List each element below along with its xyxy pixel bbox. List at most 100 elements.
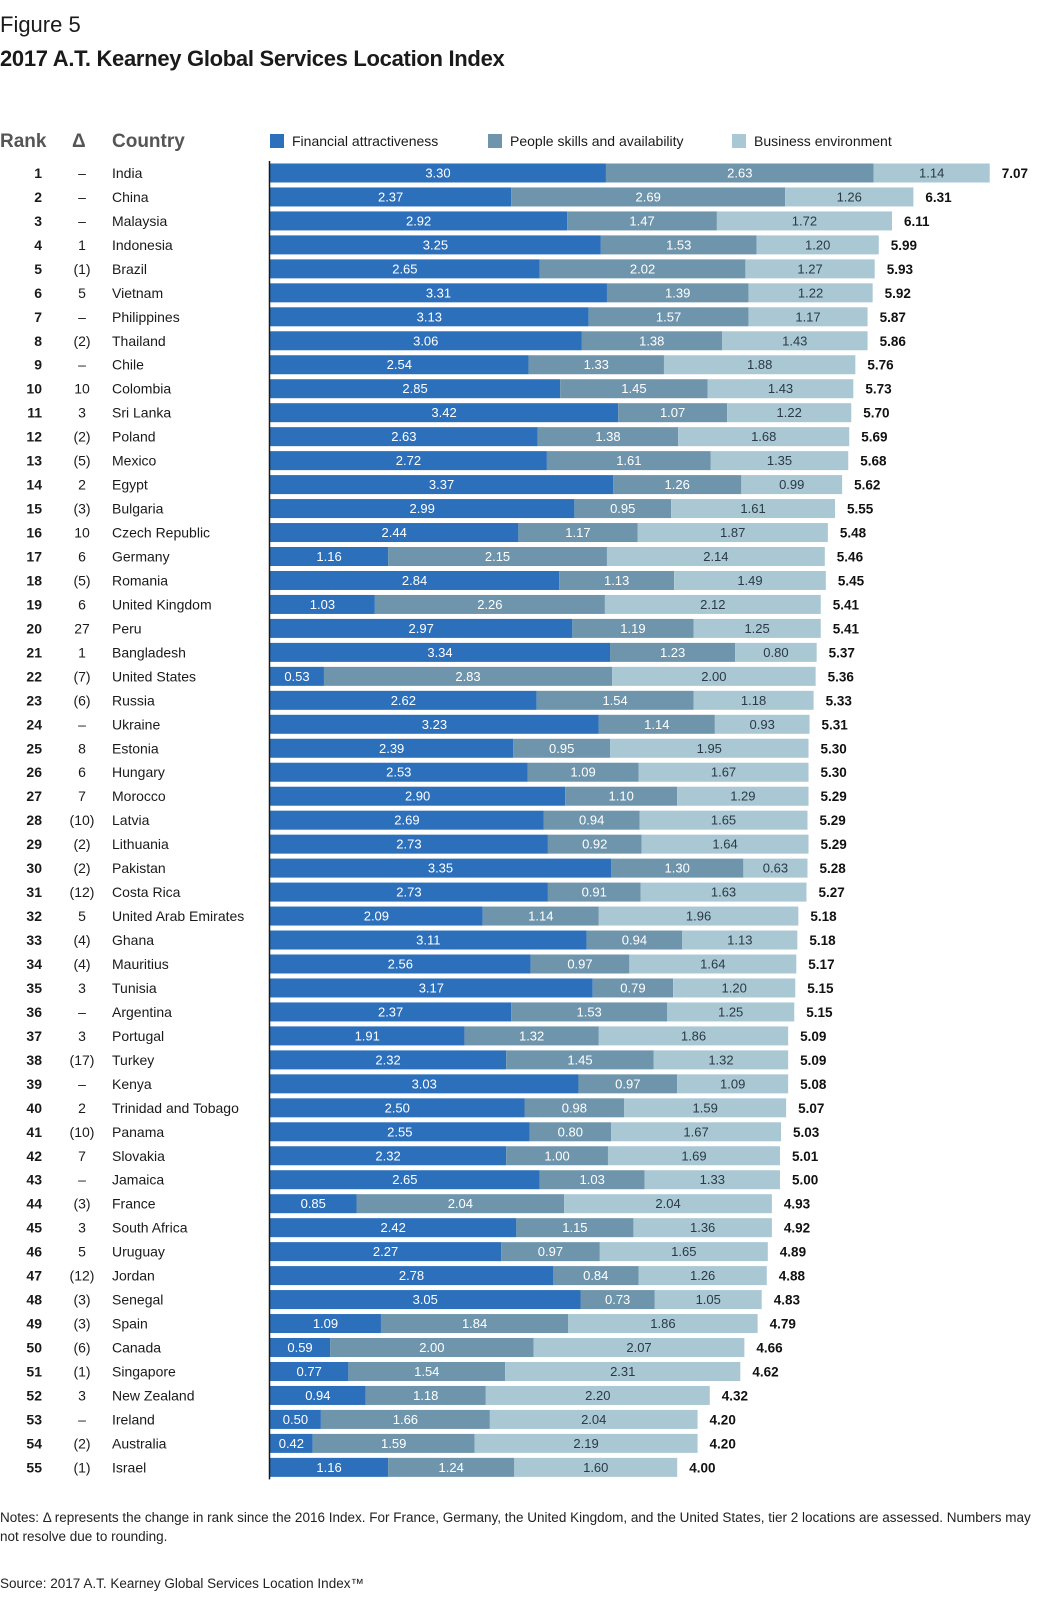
rank-label: 23	[26, 692, 42, 708]
bar-segment-people	[482, 906, 599, 926]
delta-label: (3)	[73, 1292, 90, 1308]
bar-segment-financial	[270, 1338, 331, 1358]
bar-value-label: 2.65	[392, 1172, 417, 1187]
rank-label: 1	[34, 165, 42, 181]
delta-label: 8	[78, 740, 86, 756]
figure-label: Figure 5	[0, 12, 81, 37]
bar-segment-financial	[270, 1361, 349, 1381]
country-label: Philippines	[112, 309, 180, 325]
bar-value-label: 0.59	[287, 1340, 312, 1355]
country-label: United Arab Emirates	[112, 908, 244, 924]
total-label: 5.03	[793, 1125, 820, 1140]
bar-value-label: 0.91	[582, 885, 607, 900]
bar-segment-financial	[270, 642, 611, 662]
bar-segment-people	[320, 1409, 490, 1429]
bar-segment-financial	[270, 810, 544, 830]
bar-segment-business	[624, 1098, 787, 1118]
total-label: 5.18	[810, 909, 837, 924]
bar-segment-business	[677, 1074, 789, 1094]
rank-label: 37	[26, 1028, 42, 1044]
bar-segment-financial	[270, 714, 599, 734]
bar-value-label: 1.54	[414, 1364, 439, 1379]
bar-segment-business	[629, 954, 797, 974]
country-label: Czech Republic	[112, 525, 210, 541]
bar-segment-people	[464, 1026, 599, 1046]
country-label: Morocco	[112, 788, 166, 804]
bar-value-label: 2.00	[419, 1340, 444, 1355]
bar-segment-people	[606, 283, 749, 303]
legend-label-financial: Financial attractiveness	[292, 133, 439, 149]
legend-label-people: People skills and availability	[510, 133, 684, 149]
rank-label: 24	[26, 716, 42, 732]
bar-value-label: 0.77	[297, 1364, 322, 1379]
bar-value-label: 2.56	[388, 956, 413, 971]
delta-label: –	[78, 1411, 86, 1427]
bar-segment-people	[567, 211, 717, 231]
country-label: Uruguay	[112, 1244, 165, 1260]
bar-segment-people	[539, 259, 746, 279]
bar-segment-financial	[270, 1194, 357, 1214]
total-label: 5.36	[828, 669, 855, 684]
country-label: India	[112, 165, 143, 181]
bar-value-label: 1.61	[616, 453, 641, 468]
country-label: Vietnam	[112, 285, 163, 301]
delta-label: 3	[78, 980, 86, 996]
delta-label: (5)	[73, 572, 90, 588]
bar-segment-business	[604, 594, 821, 614]
bar-segment-people	[605, 163, 874, 183]
country-label: Costa Rica	[112, 884, 181, 900]
total-label: 4.83	[774, 1293, 801, 1308]
bar-segment-people	[553, 1266, 639, 1286]
country-label: New Zealand	[112, 1387, 195, 1403]
total-label: 5.28	[820, 861, 847, 876]
bar-segment-people	[374, 594, 605, 614]
total-label: 4.93	[784, 1197, 811, 1212]
bar-value-label: 2.42	[381, 1220, 406, 1235]
bar-value-label: 2.62	[391, 693, 416, 708]
delta-label: 10	[74, 381, 90, 397]
delta-label: (12)	[70, 884, 95, 900]
bar-segment-people	[565, 786, 678, 806]
bar-segment-people	[580, 1290, 655, 1310]
bar-segment-financial	[270, 403, 619, 423]
bar-segment-people	[574, 499, 672, 519]
bar-value-label: 0.80	[763, 645, 788, 660]
rank-label: 46	[26, 1244, 42, 1260]
rank-label: 22	[26, 668, 42, 684]
bar-segment-people	[330, 1338, 534, 1358]
total-label: 5.07	[798, 1101, 824, 1116]
bar-value-label: 0.94	[622, 933, 647, 948]
bar-value-label: 2.73	[396, 837, 421, 852]
bar-value-label: 2.12	[700, 597, 725, 612]
bar-segment-financial	[270, 499, 575, 519]
bar-value-label: 3.23	[422, 717, 447, 732]
total-label: 7.07	[1002, 166, 1028, 181]
rank-label: 8	[34, 333, 42, 349]
bar-segment-business	[606, 547, 825, 567]
bar-value-label: 0.50	[283, 1412, 308, 1427]
bar-segment-business	[682, 930, 798, 950]
bar-value-label: 1.45	[621, 381, 646, 396]
bar-value-label: 1.20	[805, 237, 830, 252]
bar-segment-financial	[270, 1218, 517, 1238]
total-label: 5.09	[800, 1029, 826, 1044]
delta-label: 6	[78, 764, 86, 780]
rank-label: 16	[26, 525, 42, 541]
total-label: 4.66	[756, 1341, 783, 1356]
country-label: Egypt	[112, 477, 148, 493]
total-label: 4.20	[710, 1412, 736, 1427]
bar-segment-business	[611, 1122, 782, 1142]
bar-segment-people	[600, 235, 757, 255]
bar-value-label: 2.19	[573, 1436, 598, 1451]
legend-financial: Financial attractiveness	[270, 133, 438, 149]
rank-label: 43	[26, 1172, 42, 1188]
bar-segment-business	[641, 834, 809, 854]
bar-segment-business	[598, 906, 799, 926]
bar-value-label: 1.86	[681, 1028, 706, 1043]
bar-value-label: 1.17	[795, 309, 820, 324]
delta-label: –	[78, 189, 86, 205]
bar-segment-business	[639, 810, 808, 830]
bar-segment-financial	[270, 786, 566, 806]
delta-label: 1	[78, 237, 86, 253]
bar-segment-people	[501, 1242, 600, 1262]
